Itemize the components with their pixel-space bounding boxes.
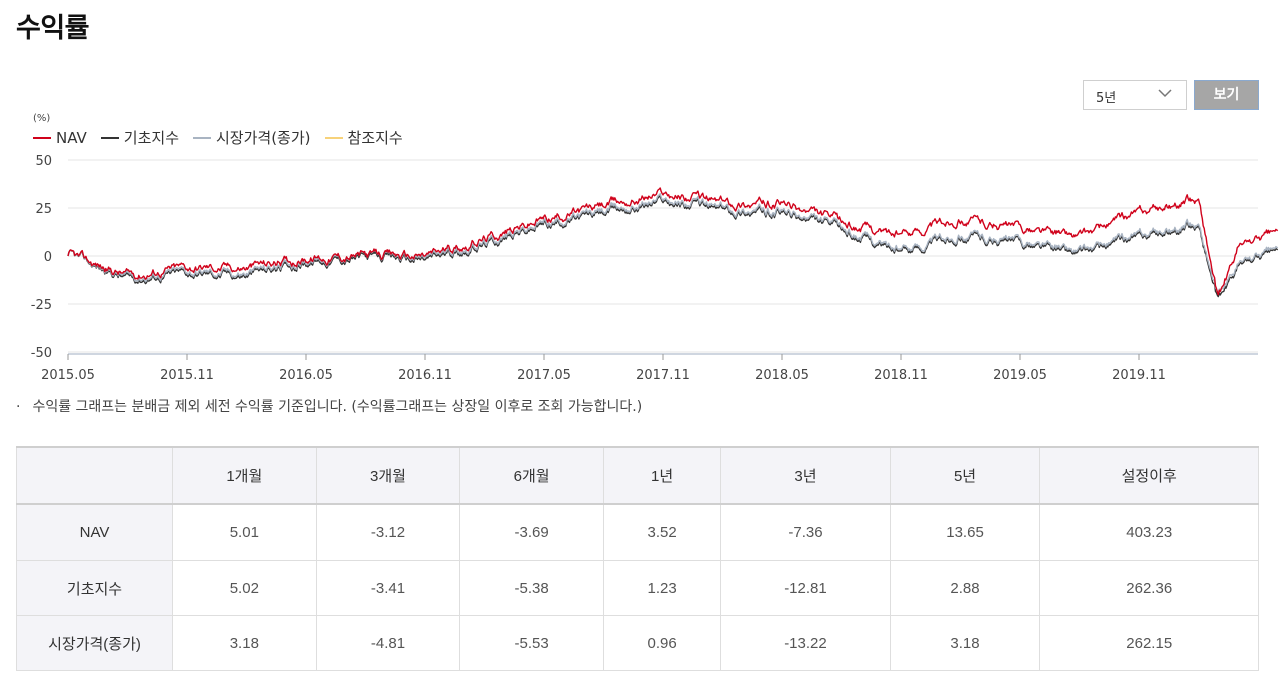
table-header-row: 1개월 3개월 6개월 1년 3년 5년 설정이후 (16, 446, 1259, 505)
column-header: 3년 (720, 446, 891, 505)
legend-swatch-base-index (100, 136, 119, 139)
x-tick-label: 2015.11 (160, 368, 214, 383)
table-cell: 3.18 (172, 615, 317, 671)
table-cell: -3.12 (315, 503, 461, 561)
legend-item-market-price[interactable]: 시장가격(종가) (193, 127, 311, 148)
x-tick-label: 2016.11 (398, 368, 452, 383)
table-cell: 5.02 (172, 560, 317, 616)
table-cell: -4.81 (315, 615, 461, 671)
column-header: 5년 (889, 446, 1041, 505)
series-line (67, 195, 1279, 298)
table-cell: 262.36 (1039, 560, 1259, 616)
x-tick-label: 2017.11 (636, 368, 690, 383)
legend-label: 참조지수 (347, 129, 403, 147)
x-tick-label: 2019.05 (993, 368, 1047, 383)
row-label: NAV (16, 503, 173, 561)
period-select-value: 5년 (1096, 91, 1117, 106)
column-header: 1년 (602, 446, 722, 505)
column-header: 설정이후 (1039, 446, 1259, 505)
legend-swatch-nav (33, 136, 51, 139)
y-tick-label: 25 (35, 202, 52, 217)
table-cell: -3.41 (315, 560, 461, 616)
series-line (67, 187, 1279, 296)
period-select[interactable]: 5년 (1083, 80, 1187, 110)
table-row: 시장가격(종가) 3.18 -4.81 -5.53 0.96 -13.22 3.… (16, 615, 1259, 671)
table-cell: 3.52 (602, 503, 722, 561)
x-tick-label: 2019.11 (1112, 368, 1166, 383)
x-tick-label: 2018.11 (874, 368, 928, 383)
legend-swatch-reference-index (324, 136, 343, 139)
legend-label: 기초지수 (123, 129, 179, 147)
legend-label: 시장가격(종가) (216, 129, 311, 147)
view-button[interactable]: 보기 (1194, 80, 1259, 110)
chart-note-text: 수익률 그래프는 분배금 제외 세전 수익률 기준입니다. (수익률그래프는 상… (32, 399, 643, 415)
table-cell: -3.69 (459, 503, 604, 561)
table-cell: 5.01 (172, 503, 317, 561)
x-tick-label: 2015.05 (41, 368, 95, 383)
table-corner-cell (16, 446, 173, 505)
table-cell: 0.96 (602, 615, 722, 671)
table-cell: -7.36 (720, 503, 891, 561)
chart-legend: NAV 기초지수 시장가격(종가) 참조지수 (33, 127, 403, 148)
x-tick-label: 2017.05 (517, 368, 571, 383)
legend-item-reference-index[interactable]: 참조지수 (324, 127, 403, 148)
y-tick-label: -50 (31, 346, 52, 361)
table-cell: -5.38 (459, 560, 604, 616)
table-cell: 3.18 (889, 615, 1041, 671)
legend-item-nav[interactable]: NAV (33, 127, 87, 148)
chevron-down-icon (1158, 89, 1172, 98)
table-cell: 13.65 (889, 503, 1041, 561)
table-row: NAV 5.01 -3.12 -3.69 3.52 -7.36 13.65 40… (16, 503, 1259, 561)
column-header: 1개월 (172, 446, 317, 505)
column-header: 3개월 (315, 446, 461, 505)
y-tick-label: 50 (35, 154, 52, 169)
table-cell: 2.88 (889, 560, 1041, 616)
chart-unit-label: (%) (33, 113, 51, 124)
table-cell: -13.22 (720, 615, 891, 671)
page-title: 수익률 (16, 13, 90, 44)
legend-swatch-market-price (193, 136, 211, 139)
bullet-icon: · (16, 399, 21, 415)
returns-line-chart: 50 25 0 -25 -50 2015.05 2015.11 2016.05 2016.11 2… (31, 154, 1279, 383)
table-cell: 262.15 (1039, 615, 1259, 671)
x-tick-label: 2018.05 (755, 368, 809, 383)
table-cell: 1.23 (602, 560, 722, 616)
table-cell: -12.81 (720, 560, 891, 616)
column-header: 6개월 (459, 446, 604, 505)
legend-label: NAV (56, 128, 87, 147)
chart-note: · 수익률 그래프는 분배금 제외 세전 수익률 기준입니다. (수익률그래프는 … (16, 396, 642, 416)
x-tick-label: 2016.05 (279, 368, 333, 383)
legend-item-base-index[interactable]: 기초지수 (100, 127, 179, 148)
returns-table: 1개월 3개월 6개월 1년 3년 5년 설정이후 NAV 5.01 -3.12… (16, 446, 1259, 671)
row-label: 시장가격(종가) (16, 615, 173, 671)
table-row: 기초지수 5.02 -3.41 -5.38 1.23 -12.81 2.88 2… (16, 560, 1259, 616)
y-tick-label: 0 (44, 250, 52, 265)
table-cell: 403.23 (1039, 503, 1259, 561)
series-line (67, 193, 1279, 294)
row-label: 기초지수 (16, 560, 173, 616)
y-tick-label: -25 (31, 298, 52, 313)
table-cell: -5.53 (459, 615, 604, 671)
